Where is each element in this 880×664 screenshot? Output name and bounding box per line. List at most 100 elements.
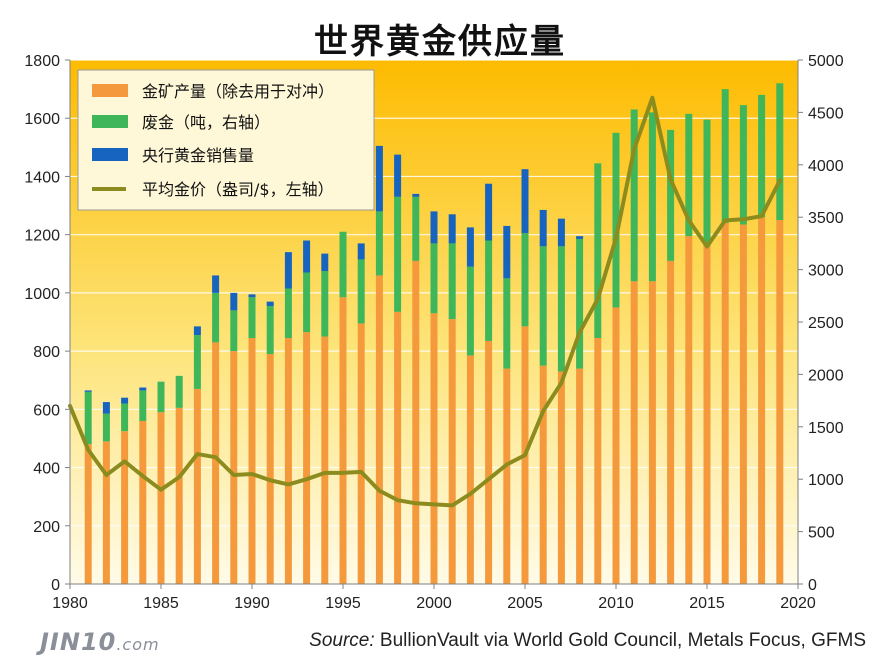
y-right-tick-label: 3500 [808,210,844,227]
bar-cb [521,169,529,234]
bar-mine [685,236,693,584]
bar-scrap [212,292,220,343]
bar-mine [412,260,420,584]
chart-title: 世界黄金供应量 [314,22,566,62]
bar-mine [121,431,129,584]
legend-label-1: 废金（吨，右轴） [142,113,270,132]
bar-scrap [230,310,238,352]
bar-scrap [339,231,347,298]
bar-scrap [266,305,274,355]
bar-mine [339,297,347,584]
bar-mine [175,407,183,584]
bar-mine [539,365,547,584]
source-label: Source: [309,630,375,651]
bar-scrap [448,243,456,320]
legend-label-3: 平均金价（盎司/$，左轴） [142,180,334,199]
bar-mine [758,217,766,584]
x-tick-label: 2015 [689,595,725,612]
bar-cb [248,294,256,298]
bar-cb [503,225,511,279]
x-tick-label: 2005 [507,595,543,612]
bar-mine [594,338,602,584]
bar-cb [357,243,365,260]
legend-label-2: 央行黄金销售量 [142,146,254,165]
bar-scrap [685,113,693,237]
bar-scrap [521,233,529,327]
legend-swatch-scrap [92,115,128,128]
axes-group: 0 200 400 600 800 1000 1200 1400 1600 1800 0 500 100… [24,53,843,612]
bar-cb [284,252,292,289]
bar-scrap [557,246,565,372]
bar-mine [503,368,511,584]
bar-mine [321,336,329,584]
bar-scrap [466,266,474,356]
legend-label-0: 金矿产量（除去用于对冲） [142,82,334,101]
bar-mine [139,420,147,584]
bar-cb [412,193,420,197]
bar-scrap [430,243,438,314]
bar-scrap [248,297,256,339]
y-left-tick-label: 1800 [24,53,60,70]
bar-scrap [758,94,766,218]
bar-mine [703,246,711,585]
y-left-tick-label: 0 [51,577,60,594]
bar-mine [721,223,729,584]
bar-cb [212,275,220,293]
bar-cb [193,326,201,336]
y-left-tick-label: 1400 [24,169,60,186]
y-right-tick-label: 4500 [808,105,844,122]
y-right-tick-label: 1500 [808,420,844,437]
x-tick-label: 1990 [234,595,270,612]
bar-scrap [503,278,511,369]
bar-scrap [703,119,711,247]
bar-cb [84,390,92,392]
y-right-tick-label: 4000 [808,158,844,175]
bar-scrap [667,129,675,261]
bar-mine [576,368,584,584]
logo-suffix: .com [116,635,160,654]
bar-mine [303,332,311,584]
y-left-tick-label: 1600 [24,111,60,128]
bar-cb [466,227,474,267]
logo-text: JIN10 [40,628,117,656]
x-tick-label: 1985 [143,595,179,612]
bar-scrap [303,272,311,333]
bar-scrap [394,196,402,312]
bar-scrap [776,83,784,221]
bar-mine [375,275,383,584]
bar-cb [121,397,129,404]
bar-mine [212,342,220,584]
legend-swatch-cb [92,148,128,161]
x-tick-label: 1995 [325,595,361,612]
bar-mine [448,319,456,584]
bar-scrap [412,196,420,261]
bar-cb [576,236,584,240]
price-line-group [68,95,782,508]
bar-scrap [175,375,183,408]
bar-cb [102,402,110,414]
y-right-tick-label: 2500 [808,315,844,332]
jin10-logo: JIN10.com [40,628,160,656]
x-tick-label: 2000 [416,595,452,612]
bar-scrap [648,112,656,282]
y-right-tick-label: 3000 [808,263,844,280]
y-left-tick-label: 800 [33,344,60,361]
bar-scrap [612,132,620,308]
bar-scrap [357,259,365,324]
bar-mine [284,338,292,584]
bar-scrap [84,391,92,445]
bar-mine [193,388,201,584]
bar-scrap [121,403,129,432]
bar-scrap [630,109,638,282]
bar-cb [448,214,456,244]
bar-mine [102,441,110,584]
bar-cb [375,145,383,212]
bar-scrap [321,271,329,337]
source-note: Source: BullionVault via World Gold Coun… [309,630,866,652]
y-left-tick-label: 1200 [24,228,60,245]
bar-mine [430,313,438,584]
bar-mine [394,311,402,584]
legend-swatch-mine [92,84,128,97]
